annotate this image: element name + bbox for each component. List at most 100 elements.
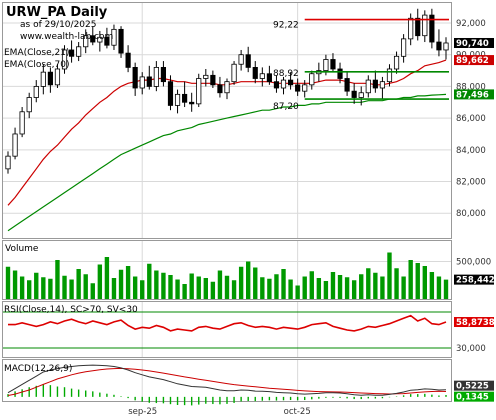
candle-body (295, 84, 301, 92)
volume-bar (281, 269, 286, 299)
volume-bar (55, 260, 60, 299)
candle-body (436, 41, 442, 51)
volume-bar (344, 277, 350, 299)
volume-bar (351, 280, 357, 299)
candle-body (415, 17, 421, 37)
volume-last-tag (454, 274, 494, 285)
rsi-tick-label: 30,000 (456, 344, 486, 354)
candle-body (401, 38, 407, 57)
price-tick-label: 82,000 (456, 178, 486, 188)
chart-subtitle: as of 29/10/2025 (20, 20, 96, 30)
candle-body (153, 67, 159, 87)
candle-body (309, 73, 315, 86)
candle-body (358, 92, 364, 98)
candle-body (33, 86, 39, 98)
rsi-last-tag (454, 317, 494, 328)
candle-body (238, 54, 244, 65)
volume-bar (394, 268, 399, 299)
candle-body (252, 67, 258, 79)
support-level-label: 87,20 (273, 102, 299, 112)
volume-bar (238, 266, 244, 299)
rsi-line (8, 314, 447, 332)
candle-body (302, 84, 308, 92)
resistance-label: 92,22 (273, 21, 299, 31)
volume-bar (19, 276, 25, 299)
ema70-tag (454, 89, 494, 100)
volume-bar (309, 271, 314, 299)
macd-signal-line (7, 367, 447, 396)
volume-bar (41, 277, 46, 299)
volume-label: Volume (5, 244, 39, 254)
candle-body (5, 155, 11, 170)
volume-bar (147, 263, 152, 299)
volume-bar (111, 278, 117, 299)
ema21-tag (454, 55, 494, 66)
volume-bar (175, 279, 180, 299)
volume-bar (189, 273, 194, 299)
hist-last-tag (454, 391, 494, 402)
volume-bar (373, 272, 378, 299)
panel-frames (2, 2, 452, 402)
price-panel-frame (2, 2, 452, 239)
volume-tick-label: 500,000 (456, 258, 491, 268)
candle-body (76, 46, 82, 57)
volume-bar (140, 280, 145, 299)
candle-body (68, 49, 75, 57)
candle-body (210, 74, 216, 86)
support-level-label: 88,92 (273, 69, 299, 79)
candle-body (26, 97, 32, 113)
volume-bar (196, 276, 201, 299)
volume-bar (415, 263, 420, 299)
candle-body (337, 68, 343, 79)
candle-body (245, 54, 251, 68)
volume-bar (422, 266, 427, 299)
volume-bar (168, 275, 173, 299)
volume-bar (34, 272, 39, 299)
candle-body (196, 78, 202, 105)
candle-body (217, 84, 223, 94)
volume-bar (288, 279, 293, 299)
candle-body (160, 67, 167, 83)
macd-line (7, 364, 447, 396)
volume-bar (161, 272, 166, 299)
volume-bar (5, 266, 11, 299)
legend-ema21: EMA(Close,21) (4, 48, 69, 58)
candle-body (132, 67, 138, 89)
candle-body (231, 63, 237, 83)
candle-body (203, 74, 209, 79)
volume-bar (224, 275, 230, 299)
volume-bar (387, 252, 392, 299)
watermark: www.wealth-lab.com (20, 32, 113, 42)
volume-bar (253, 267, 258, 299)
candle-body (111, 28, 117, 46)
candle-body (90, 35, 96, 43)
volume-bar (104, 257, 110, 299)
volume-bar (27, 280, 32, 299)
candle-body (280, 79, 287, 89)
volume-bar (246, 261, 251, 299)
candle-body (323, 59, 329, 71)
candle-body (54, 68, 61, 86)
volume-bar (267, 278, 272, 299)
volume-bar (154, 270, 159, 299)
candle-body (61, 49, 68, 70)
volume-bar (231, 280, 237, 299)
volume-bar (295, 285, 300, 299)
candle-body (19, 111, 25, 135)
candle-body (393, 55, 400, 70)
volume-last-value: 258,442 (456, 276, 495, 286)
volume-bar (366, 268, 371, 299)
rsi-label: RSI(Close,14), SC>70, SV<30 (4, 305, 138, 315)
volume-bar (302, 276, 307, 299)
candle-body (259, 73, 265, 79)
last-close-tag (454, 37, 494, 48)
candle-body (443, 42, 449, 51)
candle-body (372, 79, 378, 89)
volume-bar (118, 269, 124, 299)
chart-marks (3, 8, 451, 406)
chart-title: URW_PA Daily (6, 5, 108, 20)
candle-body (330, 59, 336, 70)
candle-body (386, 68, 393, 83)
rsi-panel-frame (2, 301, 452, 358)
volume-panel-frame (2, 240, 452, 300)
